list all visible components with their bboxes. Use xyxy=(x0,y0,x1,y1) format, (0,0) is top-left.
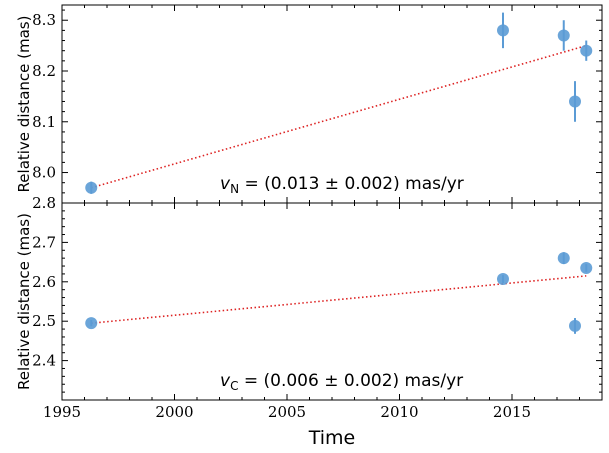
y-tick-label-top: 8.3 xyxy=(32,11,56,29)
data-point-bottom-2 xyxy=(557,252,570,265)
y-tick-label-top: 8.1 xyxy=(32,113,56,131)
velocity-annotation-top: vN = (0.013 ± 0.002) mas/yr xyxy=(220,174,464,196)
annotation-variable: v xyxy=(220,174,231,194)
data-point-top-1 xyxy=(497,24,509,37)
data-point-bottom-1 xyxy=(497,273,509,286)
annotation-subscript: C xyxy=(230,379,238,393)
y-tick-label-top: 8.0 xyxy=(32,164,56,182)
data-point-bottom-4 xyxy=(580,262,593,275)
y-tick-label-bottom: 2.7 xyxy=(32,233,56,251)
data-point-top-4 xyxy=(580,44,593,57)
y-tick-label-bottom: 2.6 xyxy=(32,273,56,291)
x-tick-label: 2005 xyxy=(268,403,306,421)
annotation-variable: v xyxy=(220,371,231,391)
x-tick-label: 2000 xyxy=(155,403,193,421)
annotation-subscript: N xyxy=(230,182,239,196)
y-axis-label-bottom: Relative distance (mas) xyxy=(15,213,33,390)
data-point-bottom-3 xyxy=(569,319,581,332)
y-axis-label-top: Relative distance (mas) xyxy=(15,16,33,193)
y-tick-label-bottom: 2.8 xyxy=(32,194,56,212)
y-tick-label-bottom: 2.4 xyxy=(32,352,56,370)
y-tick-label-top: 8.2 xyxy=(32,62,56,80)
x-tick-label: 2010 xyxy=(380,403,418,421)
annotation-value: = (0.006 ± 0.002) mas/yr xyxy=(238,371,463,391)
data-point-top-0 xyxy=(85,181,98,194)
data-point-top-2 xyxy=(557,29,570,42)
x-tick-label: 2015 xyxy=(493,403,531,421)
x-tick-label: 1995 xyxy=(43,403,81,421)
velocity-annotation-bottom: vC = (0.006 ± 0.002) mas/yr xyxy=(220,371,463,393)
annotation-value: = (0.013 ± 0.002) mas/yr xyxy=(239,174,464,194)
data-point-bottom-0 xyxy=(85,317,98,330)
data-point-top-3 xyxy=(569,95,581,108)
x-axis-label: Time xyxy=(308,427,356,448)
y-tick-label-bottom: 2.5 xyxy=(32,312,56,330)
fit-line-bottom xyxy=(91,275,587,324)
fit-line-top xyxy=(91,44,587,189)
